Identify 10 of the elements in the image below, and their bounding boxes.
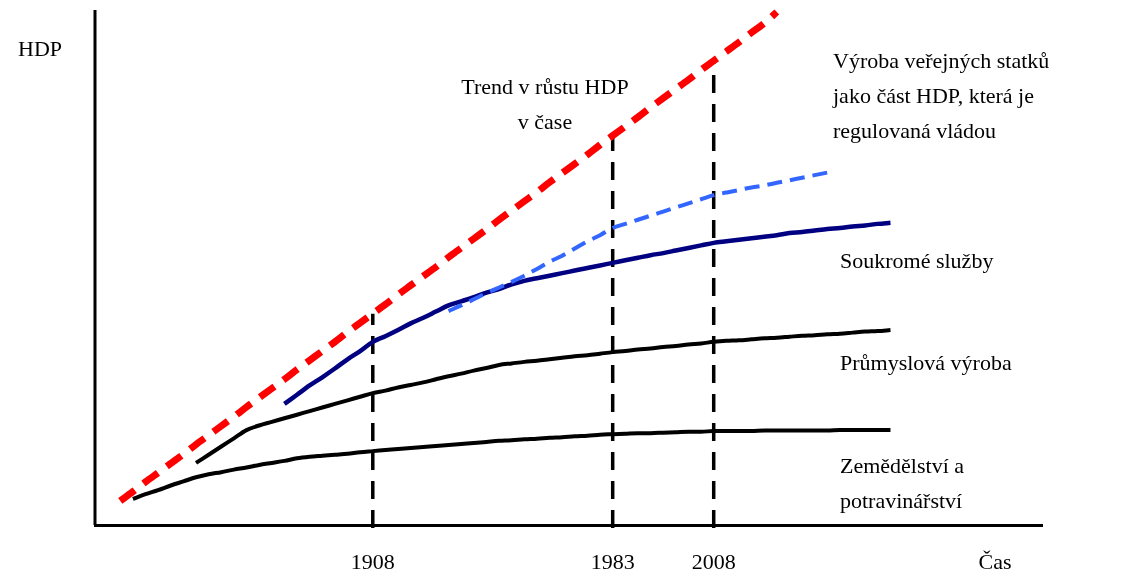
series-label: Soukromé služby: [840, 247, 994, 273]
x-tick-label: 1908: [350, 548, 395, 574]
x-tick-label: 1983: [590, 548, 635, 574]
series-label: Výroba veřejných statků jako část HDP, která je regulovaná vládou: [832, 47, 1050, 143]
x-axis-title: Čas: [978, 548, 1012, 574]
y-axis-title: HDP: [17, 35, 63, 61]
series-label: Trend v růstu HDP v čase: [461, 73, 629, 134]
series-label: Průmyslová výroba: [840, 349, 1012, 375]
x-tick-label: 2008: [691, 548, 736, 574]
series-label: Zemědělství a potravinářství: [840, 452, 965, 513]
